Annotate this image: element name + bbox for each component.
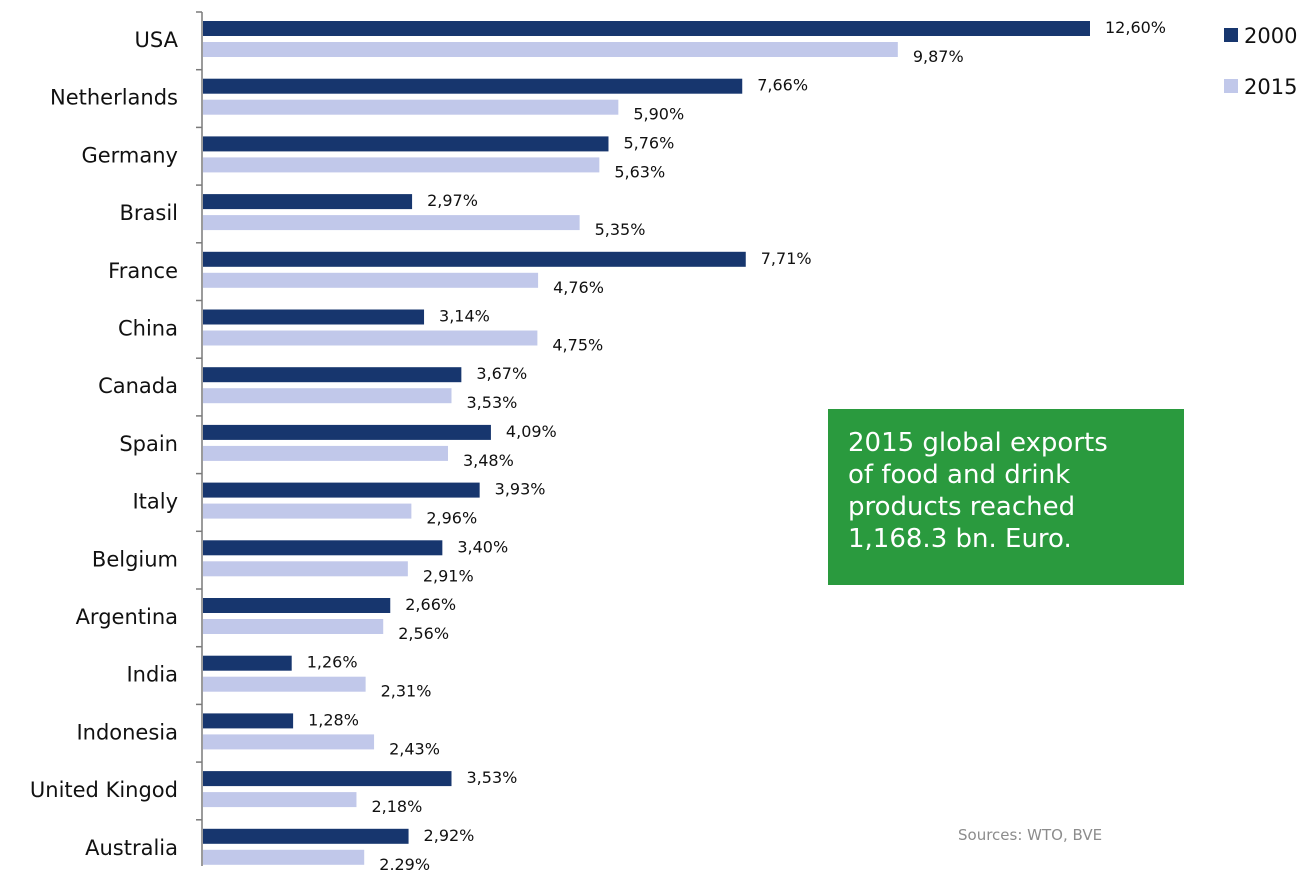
category-label: Brasil <box>119 201 178 225</box>
bar-2000 <box>203 598 391 613</box>
bar-2015 <box>203 272 539 288</box>
bar-2015 <box>203 445 448 461</box>
legend-label: 2015 <box>1244 75 1297 99</box>
data-label: 3,14% <box>439 307 490 326</box>
category-label: Argentina <box>76 605 178 629</box>
callout-line: of food and drink <box>848 460 1071 490</box>
data-label: 2,18% <box>371 797 422 816</box>
data-label: 7,71% <box>761 249 812 268</box>
category-label: USA <box>135 28 179 52</box>
data-label: 3,53% <box>467 768 518 787</box>
category-label: United Kingod <box>30 778 178 802</box>
bar-2000 <box>203 482 480 498</box>
bar-2000 <box>203 309 425 325</box>
data-label: 3,93% <box>495 480 546 499</box>
legend-swatch-2000 <box>1224 28 1238 42</box>
bar-2000 <box>203 367 462 383</box>
callout-line: products reached <box>848 492 1076 522</box>
data-label: 2,92% <box>424 826 475 845</box>
bar-2015 <box>203 330 538 346</box>
data-label: 3,40% <box>457 537 508 556</box>
category-label: Belgium <box>92 547 178 571</box>
data-label: 2,31% <box>381 682 432 701</box>
category-label: Italy <box>132 490 178 514</box>
legend-label: 2000 <box>1244 24 1297 48</box>
bar-2000 <box>203 251 746 267</box>
category-label: Germany <box>81 143 178 167</box>
bar-2000 <box>203 713 294 729</box>
category-label: Canada <box>98 374 178 398</box>
category-label: France <box>108 259 178 283</box>
source-note: Sources: WTO, BVE <box>958 826 1103 844</box>
data-label: 2,29% <box>379 855 430 870</box>
data-label: 2,96% <box>426 509 477 528</box>
data-label: 7,66% <box>757 76 808 95</box>
bar-2015 <box>203 561 408 577</box>
bar-2000 <box>203 21 1090 36</box>
bar-2000 <box>203 771 452 787</box>
callout-box: 2015 global exports of food and drink pr… <box>828 409 1184 585</box>
category-label: India <box>126 663 178 687</box>
bar-2015 <box>203 388 452 404</box>
data-label: 2,97% <box>427 191 478 210</box>
callout-line: 1,168.3 bn. Euro. <box>848 524 1072 554</box>
data-label: 3,48% <box>463 451 514 470</box>
bar-2015 <box>203 734 375 750</box>
data-label: 2,91% <box>423 566 474 585</box>
bar-2015 <box>203 619 384 634</box>
category-label: Netherlands <box>50 86 178 110</box>
data-label: 2,43% <box>389 739 440 758</box>
category-label: Spain <box>119 432 178 456</box>
data-label: 5,76% <box>623 133 674 152</box>
bar-2000 <box>203 78 743 94</box>
data-label: 5,90% <box>633 105 684 124</box>
bar-2000 <box>203 424 491 440</box>
data-label: 5,35% <box>595 220 646 239</box>
data-label: 9,87% <box>913 47 964 66</box>
data-label: 5,63% <box>614 162 665 181</box>
data-label: 12,60% <box>1105 18 1166 37</box>
bar-2000 <box>203 194 413 210</box>
category-label: Australia <box>85 836 178 860</box>
legend-swatch-2015 <box>1224 79 1238 93</box>
bar-2000 <box>203 136 609 152</box>
bar-2015 <box>203 99 619 115</box>
data-label: 2,66% <box>405 595 456 614</box>
bar-2015 <box>203 42 898 57</box>
bar-2000 <box>203 655 292 671</box>
data-label: 4,75% <box>552 336 603 355</box>
data-label: 3,67% <box>476 364 527 383</box>
data-label: 4,09% <box>506 422 557 441</box>
bar-2015 <box>203 215 580 231</box>
data-label: 4,76% <box>553 278 604 297</box>
bar-2015 <box>203 157 600 173</box>
callout-line: 2015 global exports <box>848 428 1108 458</box>
data-label: 2,56% <box>398 624 449 643</box>
bar-2015 <box>203 676 366 692</box>
bar-2000 <box>203 828 409 844</box>
category-label: China <box>118 317 178 341</box>
data-label: 1,26% <box>307 653 358 672</box>
data-label: 3,53% <box>467 393 518 412</box>
bar-2015 <box>203 849 365 865</box>
bar-2015 <box>203 792 357 808</box>
data-label: 1,28% <box>308 710 359 729</box>
bar-2000 <box>203 540 443 556</box>
category-label: Indonesia <box>76 720 178 744</box>
bar-2015 <box>203 503 412 519</box>
